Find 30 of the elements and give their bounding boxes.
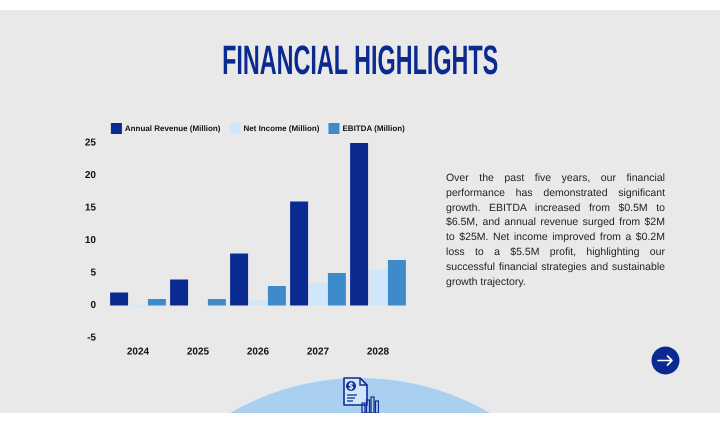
x-tick-label: 2024 bbox=[126, 346, 150, 358]
bar bbox=[110, 292, 128, 306]
bar bbox=[230, 254, 248, 306]
y-tick-label: 20 bbox=[84, 170, 96, 181]
x-tick-label: 2025 bbox=[186, 346, 210, 358]
text: Over the past five years, our financial performance has demonstrated significant growth. EBITDA increased from $0.5M to $6.5M, and annual revenue surged from $2M to $25M. Net income improved from a $0.2M loss to a $5.5M profit, highlighting our successful financial strategies and sustainable growth trajectory. bbox=[446, 171, 665, 290]
y-tick-label: 5 bbox=[90, 268, 96, 278]
x-tick-label: 2027 bbox=[306, 346, 330, 358]
y-tick-label: 15 bbox=[84, 202, 96, 214]
x-tick-label: 2026 bbox=[246, 346, 270, 358]
y-tick-label: 25 bbox=[84, 138, 96, 148]
legend-label: EBITDA (Million) bbox=[342, 124, 406, 133]
bar bbox=[249, 300, 267, 306]
bar bbox=[290, 202, 308, 306]
bar bbox=[369, 270, 387, 306]
chart-title: FINANCIAL HIGHLIGHTS bbox=[222, 37, 498, 83]
bar bbox=[148, 299, 166, 306]
bar bbox=[268, 286, 286, 306]
bar bbox=[328, 273, 346, 306]
bar bbox=[170, 280, 188, 306]
bar bbox=[388, 260, 406, 306]
y-tick-label: 10 bbox=[84, 235, 96, 246]
legend-label: Net Income (Million) bbox=[243, 124, 320, 133]
bar bbox=[350, 143, 368, 306]
y-tick-label: 0 bbox=[90, 300, 96, 311]
bar bbox=[309, 282, 327, 306]
bar bbox=[208, 299, 226, 306]
legend-label: Annual Revenue (Million) bbox=[124, 124, 221, 133]
x-tick-label: 2028 bbox=[366, 346, 390, 358]
y-tick-label: -5 bbox=[87, 332, 96, 344]
